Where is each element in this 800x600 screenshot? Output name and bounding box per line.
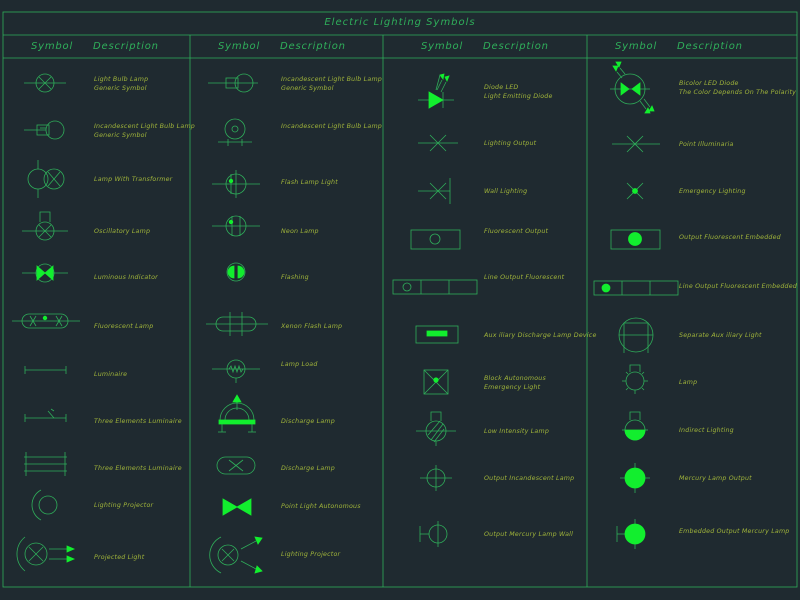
description-text: Point Illuminaria [679,141,734,148]
description-text: Lighting Projector [94,502,154,509]
line-output-fluorescent-embedded-symbol [593,280,679,296]
description-text: Aux iliary Discharge Lamp Device [484,332,597,339]
header-description-3: Description [483,41,549,52]
output-fluorescent-embedded-symbol [610,229,661,250]
description-text: Discharge Lamp [281,465,335,472]
header-description-4: Description [677,41,743,52]
description-text: Output Mercury Lamp Wall [484,531,574,538]
block-autonomous-emergency-symbol [423,369,449,395]
description-text: Mercury Lamp Output [679,475,752,482]
lamp-load-symbol [212,359,260,383]
lighting-projector-symbol [31,489,58,521]
lamp-symbol [622,364,648,394]
low-intensity-lamp-symbol [416,411,456,446]
header-symbol-1: Symbol [31,41,74,52]
wall-lighting-symbol [418,178,451,204]
description-text: Neon Lamp [281,228,319,235]
three-elements-luminaire-2-symbol [24,452,67,476]
description-text: Embedded Output Mercury Lamp [679,528,790,535]
incandescent-bulb-generic-symbol [208,73,258,93]
fluorescent-output-symbol [410,229,461,250]
description-text: Fluorescent Lamp [94,323,154,330]
light-bulb-lamp-symbol [24,73,66,93]
header-description-1: Description [93,41,159,52]
xenon-flash-lamp-symbol [206,312,268,336]
description-text: Incandescent Light Bulb Lamp Generic Sym… [94,123,195,139]
description-text: Emergency Lighting [679,188,746,195]
description-text: Flash Lamp Light [281,179,338,186]
emergency-lighting-symbol [626,182,644,200]
header-symbol-3: Symbol [421,41,464,52]
description-text: Line Output Fluorescent Embedded [679,283,798,290]
line-output-fluorescent-symbol [392,279,478,295]
neon-lamp-symbol [212,215,260,237]
description-text: Light Bulb Lamp Generic Symbol [94,76,149,92]
output-incandescent-lamp-symbol [420,465,452,491]
header-description-2: Description [280,41,346,52]
description-text: Bicolor LED Diode The Color Depends On T… [679,80,797,96]
description-text: Xenon Flash Lamp [281,323,343,330]
description-text: Flashing [281,274,309,281]
mercury-lamp-output-symbol [620,463,650,493]
description-text: Line Output Fluorescent [484,274,565,281]
incandescent-bulb-lamp-symbol [218,118,252,146]
description-text: Lamp Load [281,361,318,368]
description-text: Indirect Lighting [679,427,734,434]
luminaire-symbol [24,366,67,374]
description-text: Discharge Lamp [281,418,335,425]
description-text: Block Autonomous Emergency Light [484,375,546,391]
separate-auxiliary-light-symbol [618,317,654,353]
description-text: Projected Light [94,554,145,561]
description-text: Fluorescent Output [484,228,549,235]
bicolor-led-symbol [610,61,655,114]
three-elements-luminaire-symbol [24,408,67,422]
projected-light-symbol [16,536,76,572]
header-symbol-2: Symbol [218,41,261,52]
description-text: Point Light Autonomous [281,503,361,510]
point-illuminaria-symbol [612,135,660,153]
description-text: Luminaire [94,371,128,378]
lighting-output-symbol [418,134,458,152]
description-text: Lighting Output [484,140,537,147]
description-text: Three Elements Luminaire [94,418,182,425]
description-text: Separate Aux iliary Light [679,332,762,339]
diode-led-symbol [418,73,454,109]
description-text: Lamp [679,379,698,386]
discharge-lamp-symbol [218,394,256,433]
discharge-lamp-2-symbol [216,456,256,475]
description-text: Output Fluorescent Embedded [679,234,781,241]
indirect-lighting-symbol [622,411,648,441]
description-text: Output Incandescent Lamp [484,475,575,482]
embedded-output-mercury-lamp-symbol [616,519,646,549]
lighting-projector-2-symbol [209,536,263,574]
oscillatory-lamp-symbol [22,211,68,241]
luminous-indicator-symbol [22,263,68,283]
incandescent-lamp-symbol [24,120,65,140]
flash-lamp-symbol [212,170,260,198]
description-text: Incandescent Light Bulb Lamp Generic Sym… [281,76,382,92]
point-light-autonomous-symbol [222,498,252,516]
description-text: Incandescent Light Bulb Lamp [281,123,382,130]
auxiliary-discharge-lamp-symbol [415,325,459,344]
fluorescent-lamp-symbol [12,313,80,329]
description-text: Low Intensity Lamp [484,428,550,435]
description-text: Wall Lighting [484,188,528,195]
header-symbol-4: Symbol [615,41,658,52]
description-text: Lighting Projector [281,551,341,558]
lamp-with-transformer-symbol [27,160,65,198]
description-text: Oscillatory Lamp [94,228,151,235]
description-text: Luminous Indicator [94,274,158,281]
description-text: Lamp With Transformer [94,176,173,183]
description-text: Diode LED Light Emitting Diode [484,84,553,100]
description-text: Three Elements Luminaire [94,465,182,472]
page-title: Electric Lighting Symbols [324,17,476,28]
output-mercury-lamp-wall-symbol [419,521,448,547]
flashing-symbol [226,262,246,282]
